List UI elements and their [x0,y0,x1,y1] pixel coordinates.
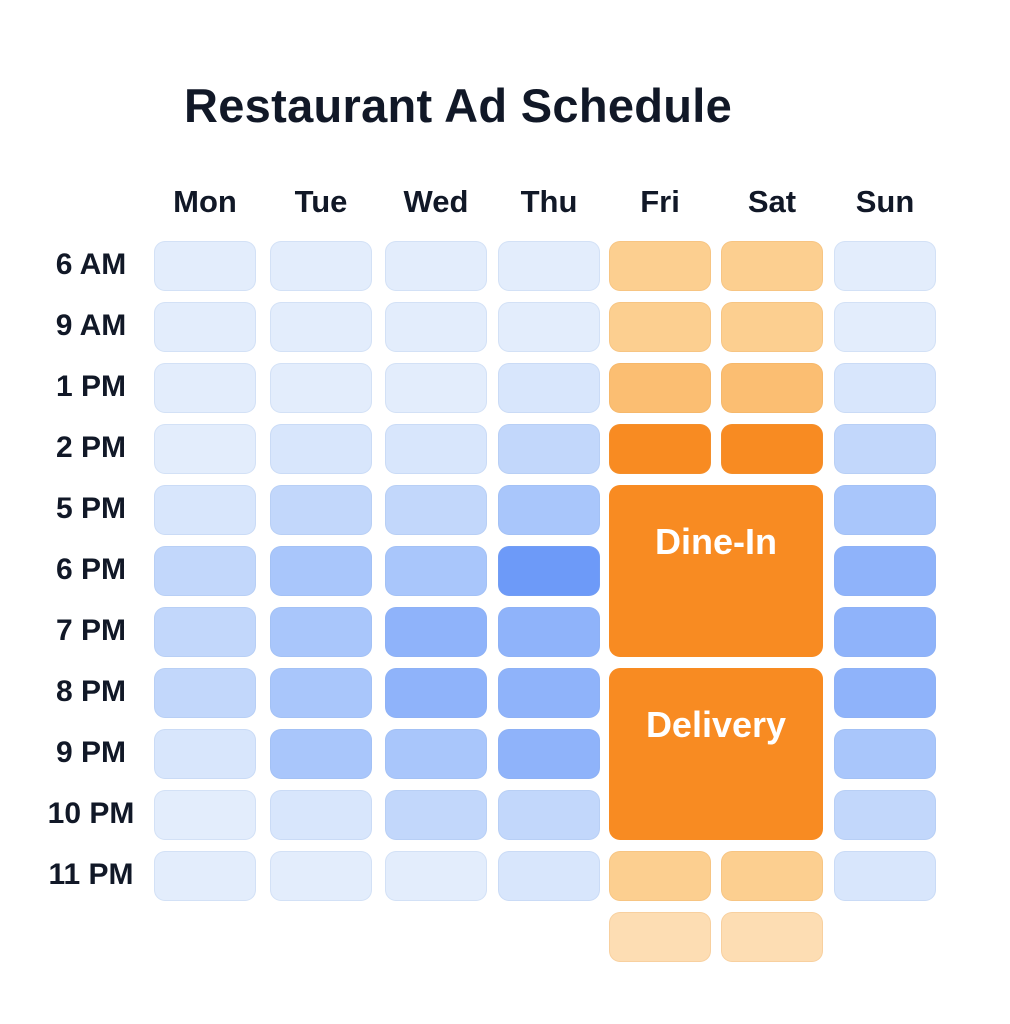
block-dine-in: Dine-In [609,485,823,657]
column-label-sat: Sat [747,184,797,219]
cell-sun-9-am [834,302,936,352]
cell-wed-7-pm [385,607,487,657]
cell-sat-9-am [721,302,823,352]
column-label-sun: Sun [855,184,915,219]
cell-thu-6-am [498,241,600,291]
cell-tue-2-pm [270,424,372,474]
column-label-mon: Mon [173,184,237,219]
cell-fri-6-am [609,241,711,291]
cell-thu-8-pm [498,668,600,718]
cell-sun-8-pm [834,668,936,718]
cell-thu-7-pm [498,607,600,657]
cell-mon-6-am [154,241,256,291]
cell-mon-1-pm [154,363,256,413]
cell-sat-1-pm [721,363,823,413]
cell-thu-9-am [498,302,600,352]
cell-wed-9-am [385,302,487,352]
cell-sat-2-pm [721,424,823,474]
row-label-9-am: 9 AM [55,309,127,342]
column-label-wed: Wed [403,184,469,219]
row-label-1-pm: 1 PM [55,370,127,403]
cell-mon-7-pm [154,607,256,657]
block-delivery: Delivery [609,668,823,840]
row-label-10-pm: 10 PM [47,797,135,830]
cell-wed-6-am [385,241,487,291]
cell-wed-11-pm [385,851,487,901]
cell-thu-10-pm [498,790,600,840]
cell-mon-6-pm [154,546,256,596]
cell-sun-2-pm [834,424,936,474]
cell-sun-6-pm [834,546,936,596]
cell-tue-6-pm [270,546,372,596]
cell-sun-10-pm [834,790,936,840]
column-label-thu: Thu [520,184,578,219]
cell-mon-2-pm [154,424,256,474]
chart-title: Restaurant Ad Schedule [184,79,733,132]
cell-sun-11-pm [834,851,936,901]
cell-wed-8-pm [385,668,487,718]
cell-mon-9-pm [154,729,256,779]
cell-mon-8-pm [154,668,256,718]
cell-wed-9-pm [385,729,487,779]
cell-mon-5-pm [154,485,256,535]
block-label: Delivery [645,704,787,745]
cell-wed-1-pm [385,363,487,413]
cell-tue-9-pm [270,729,372,779]
cell-thu-2-pm [498,424,600,474]
cell-sun-5-pm [834,485,936,535]
cell-wed-10-pm [385,790,487,840]
row-label-5-pm: 5 PM [55,492,127,525]
cell-sun-9-pm [834,729,936,779]
cell-fri-extra [609,912,711,962]
row-label-2-pm: 2 PM [55,431,127,464]
cell-sun-1-pm [834,363,936,413]
cell-sat-6-am [721,241,823,291]
row-label-9-pm: 9 PM [55,736,127,769]
cell-sun-7-pm [834,607,936,657]
cell-tue-10-pm [270,790,372,840]
cell-mon-11-pm [154,851,256,901]
cell-tue-8-pm [270,668,372,718]
cell-tue-6-am [270,241,372,291]
cell-fri-2-pm [609,424,711,474]
cell-thu-1-pm [498,363,600,413]
cell-sat-extra [721,912,823,962]
cell-thu-9-pm [498,729,600,779]
cell-tue-9-am [270,302,372,352]
cell-mon-9-am [154,302,256,352]
row-label-7-pm: 7 PM [55,614,127,647]
cell-tue-1-pm [270,363,372,413]
column-label-tue: Tue [294,184,348,219]
cell-tue-11-pm [270,851,372,901]
cell-fri-1-pm [609,363,711,413]
row-label-8-pm: 8 PM [55,675,127,708]
row-label-6-pm: 6 PM [55,553,127,586]
column-label-fri: Fri [640,184,680,219]
cell-wed-2-pm [385,424,487,474]
row-label-6-am: 6 AM [55,248,127,281]
cell-thu-11-pm [498,851,600,901]
cell-fri-9-am [609,302,711,352]
cell-tue-7-pm [270,607,372,657]
cell-fri-11-pm [609,851,711,901]
block-label: Dine-In [655,521,777,562]
cell-sun-6-am [834,241,936,291]
cell-mon-10-pm [154,790,256,840]
cell-tue-5-pm [270,485,372,535]
cell-wed-5-pm [385,485,487,535]
cell-wed-6-pm [385,546,487,596]
cell-thu-6-pm [498,546,600,596]
cell-thu-5-pm [498,485,600,535]
cell-sat-11-pm [721,851,823,901]
row-label-11-pm: 11 PM [48,858,134,891]
